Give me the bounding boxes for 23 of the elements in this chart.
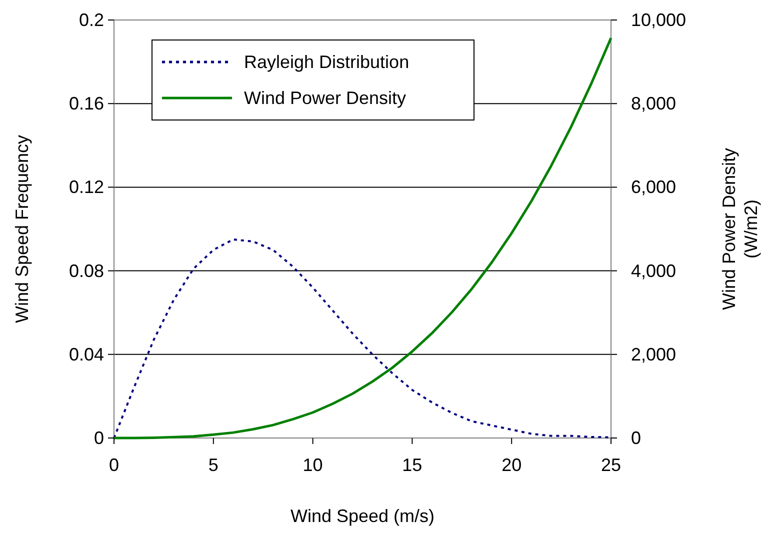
y2-tick-label: 10,000 (631, 10, 686, 30)
y-tick-label: 0 (94, 428, 104, 448)
y-axis-title: Wind Speed Frequency (12, 134, 32, 324)
y-tick-label: 0.16 (68, 94, 104, 114)
legend-label: Rayleigh Distribution (244, 52, 410, 72)
y-tick-label: 0.12 (68, 177, 104, 198)
y-tick-label: 0.2 (78, 10, 104, 30)
y2-tick-label: 2,000 (631, 344, 676, 364)
y2-tick-label: 0 (631, 428, 642, 448)
y2-axis-title: Wind Power Density (W/m2) (719, 148, 761, 310)
legend-label: Wind Power Density (244, 88, 406, 108)
x-tick-label: 25 (600, 455, 622, 475)
y2-tick-label: 4,000 (631, 260, 676, 281)
x-tick-label: 5 (208, 455, 218, 475)
x-tick-label: 20 (502, 455, 522, 475)
x-axis-title: Wind Speed (m/s) (290, 506, 435, 526)
y2-tick-label: 8,000 (631, 94, 676, 114)
y2-tick-label: 6,000 (631, 177, 676, 198)
x-tick-label: 0 (108, 455, 120, 475)
x-tick-label: 15 (402, 455, 422, 475)
y-tick-label: 0.08 (68, 260, 104, 281)
y-tick-label: 0.04 (68, 344, 104, 364)
x-tick-label: 10 (302, 455, 323, 475)
